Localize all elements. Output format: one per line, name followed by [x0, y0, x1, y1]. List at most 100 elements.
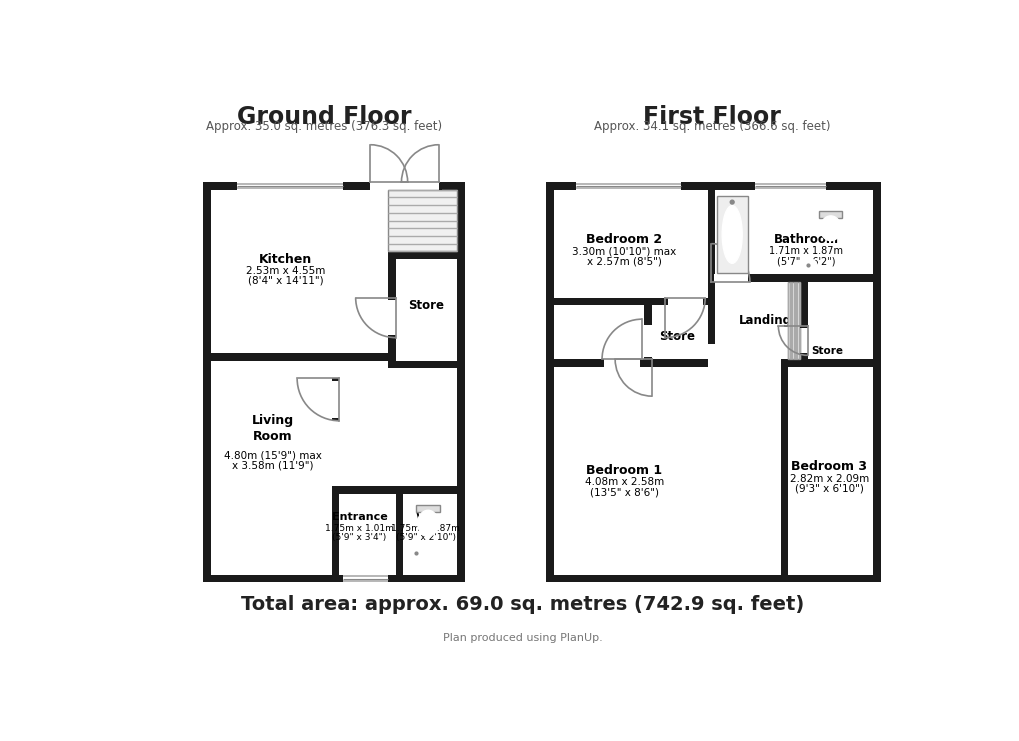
Ellipse shape — [721, 205, 742, 263]
Text: 2.53m x 4.55m: 2.53m x 4.55m — [246, 265, 325, 276]
Bar — [342, 182, 345, 190]
Bar — [545, 298, 714, 305]
Text: 4.08m x 2.58m: 4.08m x 2.58m — [584, 477, 663, 488]
Bar — [799, 282, 807, 367]
Bar — [387, 298, 395, 300]
Bar — [387, 361, 465, 368]
Bar — [664, 298, 704, 305]
Bar — [339, 575, 342, 582]
Bar — [545, 359, 651, 367]
Bar — [416, 505, 439, 513]
Bar — [710, 274, 713, 282]
Bar — [707, 190, 714, 344]
Text: WC: WC — [415, 512, 435, 522]
Text: Living
Room: Living Room — [252, 414, 293, 443]
Bar — [438, 182, 441, 190]
Text: Bedroom 2: Bedroom 2 — [586, 233, 661, 246]
Bar — [639, 359, 642, 367]
Bar — [751, 182, 828, 190]
Text: Total area: approx. 69.0 sq. metres (742.9 sq. feet): Total area: approx. 69.0 sq. metres (742… — [240, 594, 804, 614]
Bar — [644, 322, 651, 325]
Text: 1.71m x 1.87m: 1.71m x 1.87m — [768, 247, 843, 256]
Bar — [331, 486, 465, 494]
Bar — [644, 322, 651, 359]
Bar — [780, 359, 788, 582]
Text: x 3.58m (11'9"): x 3.58m (11'9") — [231, 460, 313, 471]
Text: 1.75m x 0.87m: 1.75m x 0.87m — [391, 524, 460, 533]
Ellipse shape — [798, 259, 816, 272]
Text: 2.82m x 2.09m: 2.82m x 2.09m — [789, 473, 868, 484]
Text: 4.80m (15'9") max: 4.80m (15'9") max — [223, 451, 321, 460]
Bar — [545, 575, 880, 582]
Bar — [751, 182, 754, 190]
Bar — [387, 298, 395, 338]
Bar — [573, 182, 576, 190]
Bar — [747, 274, 749, 282]
Ellipse shape — [409, 547, 424, 559]
Text: Approx. 35.0 sq. metres (376.3 sq. feet): Approx. 35.0 sq. metres (376.3 sq. feet) — [206, 121, 441, 133]
Bar — [339, 575, 390, 582]
Bar — [601, 359, 642, 367]
Text: Kitchen: Kitchen — [259, 253, 312, 265]
Bar — [331, 419, 339, 421]
Bar — [601, 359, 604, 367]
Text: Entrance: Entrance — [331, 512, 387, 522]
Bar — [233, 182, 345, 190]
Bar — [799, 326, 807, 328]
Bar — [367, 182, 370, 190]
Bar — [818, 210, 842, 219]
Bar — [387, 336, 395, 338]
Bar — [707, 274, 880, 282]
Bar — [367, 182, 441, 190]
Text: Store: Store — [658, 330, 694, 342]
Ellipse shape — [417, 511, 438, 536]
Bar — [702, 298, 704, 305]
Bar — [233, 182, 236, 190]
Bar — [799, 353, 807, 356]
Bar — [825, 182, 828, 190]
Bar — [387, 190, 457, 251]
Text: Landing: Landing — [738, 314, 791, 328]
Bar — [644, 359, 707, 367]
Text: Approx. 34.1 sq. metres (366.6 sq. feet): Approx. 34.1 sq. metres (366.6 sq. feet) — [593, 121, 829, 133]
Bar — [545, 182, 880, 190]
Bar — [545, 182, 553, 582]
Bar — [457, 182, 465, 582]
Text: Bedroom 3: Bedroom 3 — [791, 460, 866, 473]
Text: Bedroom 1: Bedroom 1 — [586, 465, 661, 477]
Bar — [644, 305, 651, 367]
Bar — [780, 359, 880, 367]
Bar — [710, 274, 749, 282]
Bar — [331, 379, 339, 381]
Text: (5'9" x 3'4"): (5'9" x 3'4") — [332, 534, 386, 542]
Text: Store: Store — [810, 347, 842, 356]
Bar — [203, 182, 211, 582]
Bar — [681, 182, 684, 190]
Bar — [387, 190, 395, 361]
Text: First Floor: First Floor — [643, 105, 781, 129]
Text: (5'7" x 6'2"): (5'7" x 6'2") — [776, 256, 835, 267]
Bar — [203, 575, 465, 582]
Text: (9'3" x 6'10"): (9'3" x 6'10") — [794, 484, 863, 494]
Bar — [788, 282, 799, 359]
Text: Store: Store — [408, 299, 443, 312]
Text: (13'5" x 8'6"): (13'5" x 8'6") — [589, 488, 658, 497]
Ellipse shape — [819, 216, 841, 241]
Text: (5'9" x 2'10"): (5'9" x 2'10") — [395, 534, 455, 542]
Bar — [331, 486, 339, 582]
Bar — [872, 182, 880, 582]
Bar — [799, 326, 807, 356]
Text: Ground Floor: Ground Floor — [236, 105, 411, 129]
Text: Bathroom: Bathroom — [772, 233, 838, 246]
Text: x 2.57m (8'5"): x 2.57m (8'5") — [586, 256, 661, 267]
Bar — [395, 486, 403, 582]
Text: (8'4" x 14'11"): (8'4" x 14'11") — [248, 276, 323, 285]
Bar — [644, 357, 651, 359]
Bar — [331, 379, 339, 421]
Text: 1.75m x 1.01m: 1.75m x 1.01m — [325, 524, 393, 533]
Bar — [716, 196, 747, 273]
Text: 3.30m (10'10") max: 3.30m (10'10") max — [572, 247, 676, 256]
Ellipse shape — [730, 200, 734, 204]
Bar — [573, 182, 684, 190]
Bar — [664, 298, 666, 305]
